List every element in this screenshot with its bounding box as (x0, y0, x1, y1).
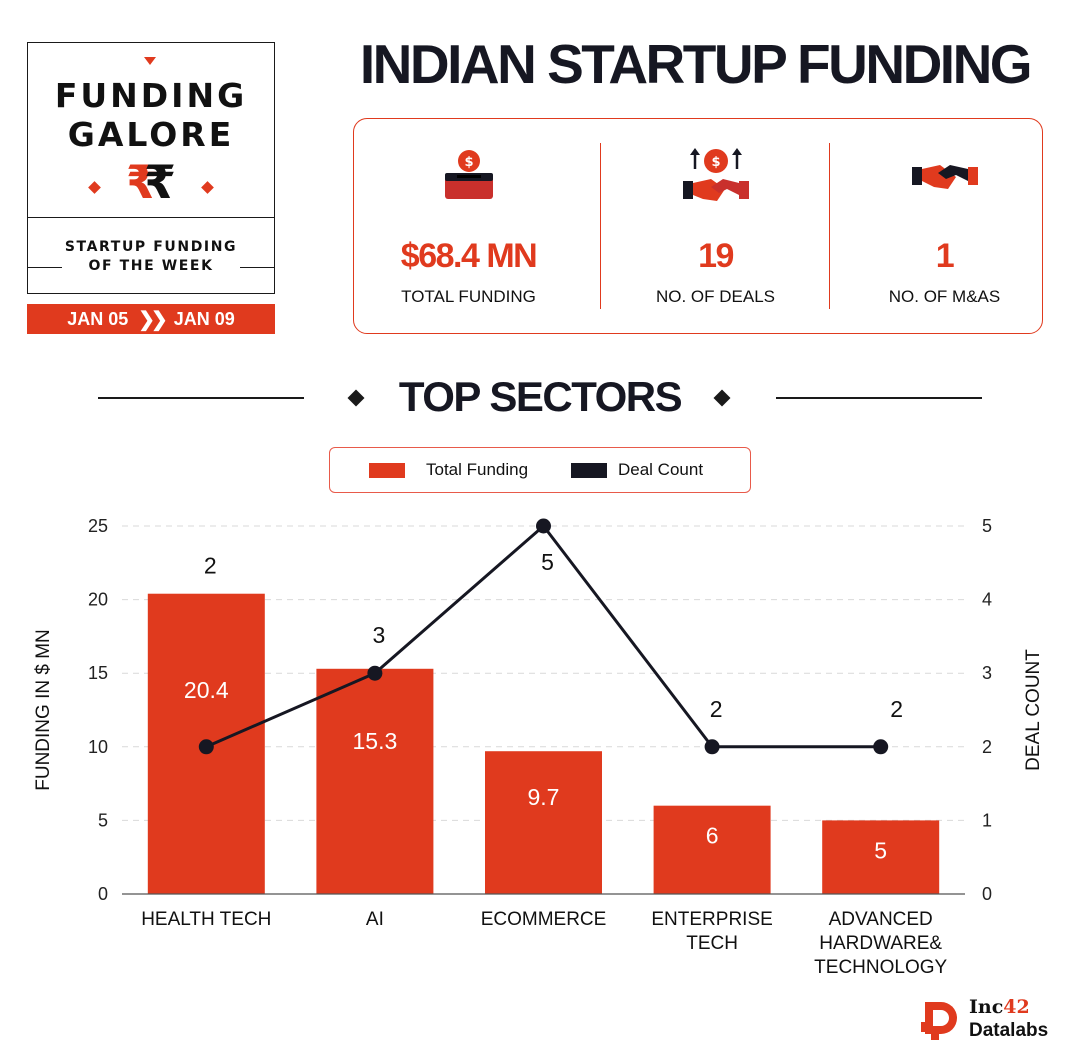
y2-axis-tick-label: 1 (982, 810, 992, 830)
logo-brand-datalabs: Datalabs (969, 1020, 1049, 1041)
y-axis-tick-label: 25 (88, 516, 108, 536)
y-axis-tick-label: 20 (88, 590, 108, 610)
y-axis-title: FUNDING IN $ MN (33, 629, 54, 791)
deal-count-label: 2 (710, 696, 723, 722)
deal-count-label: 3 (373, 622, 386, 648)
bar-value-label: 5 (874, 837, 887, 863)
bar-value-label: 20.4 (184, 677, 229, 703)
bar-value-label: 6 (706, 823, 719, 849)
chart-legend: Total Funding Deal Count (329, 447, 751, 493)
y-axis-tick-label: 0 (98, 884, 108, 904)
badge-subtitle-line2: OF THE WEEK (88, 258, 214, 274)
x-axis-category-label: HARDWARE& (819, 933, 942, 954)
heading-diamond-left (347, 389, 365, 407)
x-axis-category-label: TECH (686, 933, 738, 954)
badge-title-line1: FUNDING (54, 76, 248, 115)
mergers-label: NO. OF M&AS (888, 287, 1001, 306)
deals-label: NO. OF DEALS (655, 287, 776, 306)
bar-funding (485, 751, 602, 894)
deal-count-label: 5 (541, 549, 554, 575)
stat-total-funding: $ $68.4 MN TOTAL FUNDING (354, 119, 583, 333)
legend-label-funding: Total Funding (426, 460, 529, 479)
handshake-icon (830, 147, 1059, 207)
bar-value-label: 15.3 (353, 728, 398, 754)
badge-subtitle-rule-left (28, 267, 62, 268)
deal-count-point (198, 739, 214, 755)
x-axis-category-label: TECHNOLOGY (814, 957, 947, 978)
y-axis-tick-label: 5 (98, 810, 108, 830)
badge-notch-marker (144, 57, 156, 65)
y-axis-tick-label: 15 (88, 663, 108, 683)
inc42-datalabs-logo: Inc42 Datalabs (921, 996, 1061, 1046)
stats-separator (600, 143, 601, 309)
stat-mergers: 1 NO. OF M&AS (830, 119, 1059, 333)
deal-count-point (873, 739, 889, 755)
y-axis-tick-label: 10 (88, 737, 108, 757)
money-box-icon: $ (354, 147, 583, 207)
page-title: INDIAN STARTUP FUNDING (359, 33, 1033, 95)
heading-diamond-right (713, 389, 731, 407)
deal-count-label: 2 (890, 696, 903, 722)
x-axis-category-label: HEALTH TECH (141, 909, 271, 930)
badge-subtitle-line1: STARTUP FUNDING (64, 239, 238, 255)
badge-subtitle-rule-right (240, 267, 274, 268)
heading-rule-right (776, 397, 982, 399)
y2-axis-tick-label: 0 (982, 884, 992, 904)
legend-label-deals: Deal Count (618, 460, 704, 479)
date-start: JAN 05 (67, 308, 129, 329)
total-funding-value: $68.4 MN (400, 237, 538, 275)
bar-funding (822, 820, 940, 894)
deal-count-point (536, 518, 551, 534)
bar-funding (653, 805, 771, 894)
stats-separator (829, 143, 830, 309)
mergers-value: 1 (935, 237, 955, 275)
legend-swatch-funding (369, 463, 405, 478)
total-funding-label: TOTAL FUNDING (401, 287, 536, 306)
x-axis-category-label: ADVANCED (829, 909, 933, 930)
svg-text:$: $ (711, 155, 720, 170)
y2-axis-tick-label: 4 (982, 590, 992, 610)
badge-title-line2: GALORE (67, 115, 235, 154)
x-axis-category-label: ECOMMERCE (481, 909, 607, 930)
stat-deals: $ 19 NO. OF DEALS (601, 119, 830, 333)
y2-axis-tick-label: 2 (982, 737, 992, 757)
datalabs-logo-icon (921, 1002, 957, 1040)
stats-panel: $ $68.4 MN TOTAL FUNDING $ 19 NO. OF DEA… (353, 118, 1043, 334)
handshake-dollar-icon: $ (601, 147, 830, 207)
y2-axis-tick-label: 5 (982, 516, 992, 536)
sector-funding-chart: 0 5 10 15 20 25 0 1 2 3 4 5 20.4 15.3 9.7 6 5 2 3 5 2 2 HEALTH… (33, 516, 1044, 978)
x-axis-category-label: ENTERPRISE (651, 909, 772, 930)
deals-value: 19 (698, 237, 734, 275)
double-chevron-icon: ❯❯ (138, 308, 167, 331)
funding-galore-badge: FUNDING GALORE ₹₹ STARTUP FUNDING OF THE… (27, 42, 275, 294)
heading-rule-left (98, 397, 304, 399)
y2-axis-tick-label: 3 (982, 663, 992, 683)
y2-axis-title: DEAL COUNT (1023, 649, 1044, 771)
bar-funding (316, 668, 434, 894)
svg-text:$: $ (464, 155, 473, 170)
deal-count-point (704, 739, 720, 755)
date-range: JAN 05 ❯❯ JAN 09 (27, 304, 275, 334)
logo-brand-inc: Inc42 (969, 996, 1030, 1018)
legend-swatch-deals (571, 463, 607, 478)
date-end: JAN 09 (173, 308, 235, 329)
sectors-heading: TOP SECTORS (398, 373, 683, 420)
bar-value-label: 9.7 (528, 784, 560, 810)
x-axis-category-label: AI (366, 909, 384, 930)
badge-divider (28, 217, 274, 218)
deal-count-label: 2 (204, 553, 217, 579)
rupee-icon: ₹₹ (125, 155, 177, 209)
deal-count-point (367, 665, 383, 681)
